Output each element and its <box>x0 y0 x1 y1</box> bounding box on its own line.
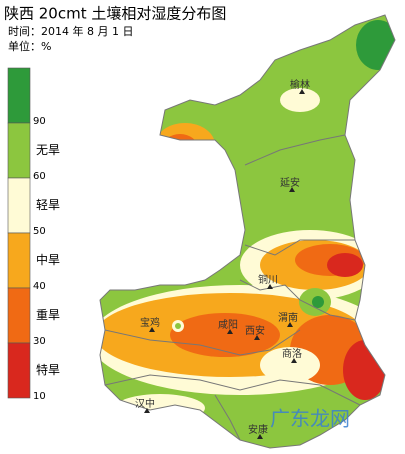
legend-class: 重旱 <box>36 308 60 322</box>
legend-swatch <box>7 177 31 234</box>
city-label: 渭南 <box>278 311 298 324</box>
legend-class: 中旱 <box>36 252 60 267</box>
legend-class: 无旱 <box>36 143 60 157</box>
city-marker <box>287 322 293 327</box>
legend-swatch <box>7 232 31 289</box>
city-marker <box>291 358 297 363</box>
title: 陕西 20cmt 土壤相对湿度分布图 <box>4 5 226 23</box>
city-label: 延安 <box>280 176 300 189</box>
city-label: 榆林 <box>290 78 310 91</box>
city-label: 西安 <box>245 324 265 337</box>
legend-break: 60 <box>33 171 46 182</box>
city-marker <box>257 434 263 439</box>
city-marker <box>267 284 273 289</box>
city-marker <box>144 408 150 413</box>
unit: 单位：% <box>8 39 51 53</box>
legend-swatch <box>7 122 31 179</box>
city-marker <box>254 335 260 340</box>
legend-swatch <box>7 342 31 399</box>
city-label: 铜川 <box>258 274 278 286</box>
legend-break: 10 <box>33 391 46 402</box>
city-label: 宝鸡 <box>140 316 160 329</box>
time: 时间：2014 年 8 月 1 日 <box>8 24 133 38</box>
city-label: 咸阳 <box>218 319 238 331</box>
legend-class: 轻旱 <box>36 198 60 212</box>
city-marker <box>289 187 295 192</box>
boundaries <box>99 14 396 449</box>
legend-break: 40 <box>33 281 46 292</box>
legend-class: 特旱 <box>36 362 60 377</box>
city-marker <box>149 327 155 332</box>
city-marker <box>227 329 233 334</box>
watermark: 广东龙网 <box>270 407 350 431</box>
city-label: 商洛 <box>282 347 302 360</box>
legend-break: 30 <box>33 336 46 347</box>
city-marker <box>299 89 305 94</box>
legend-break: 90 <box>33 116 46 127</box>
city-label: 安康 <box>248 423 268 436</box>
legend-break: 50 <box>33 226 46 237</box>
city-label: 汉中 <box>135 397 155 410</box>
legend-swatch <box>7 67 31 124</box>
legend-swatch <box>7 287 31 344</box>
